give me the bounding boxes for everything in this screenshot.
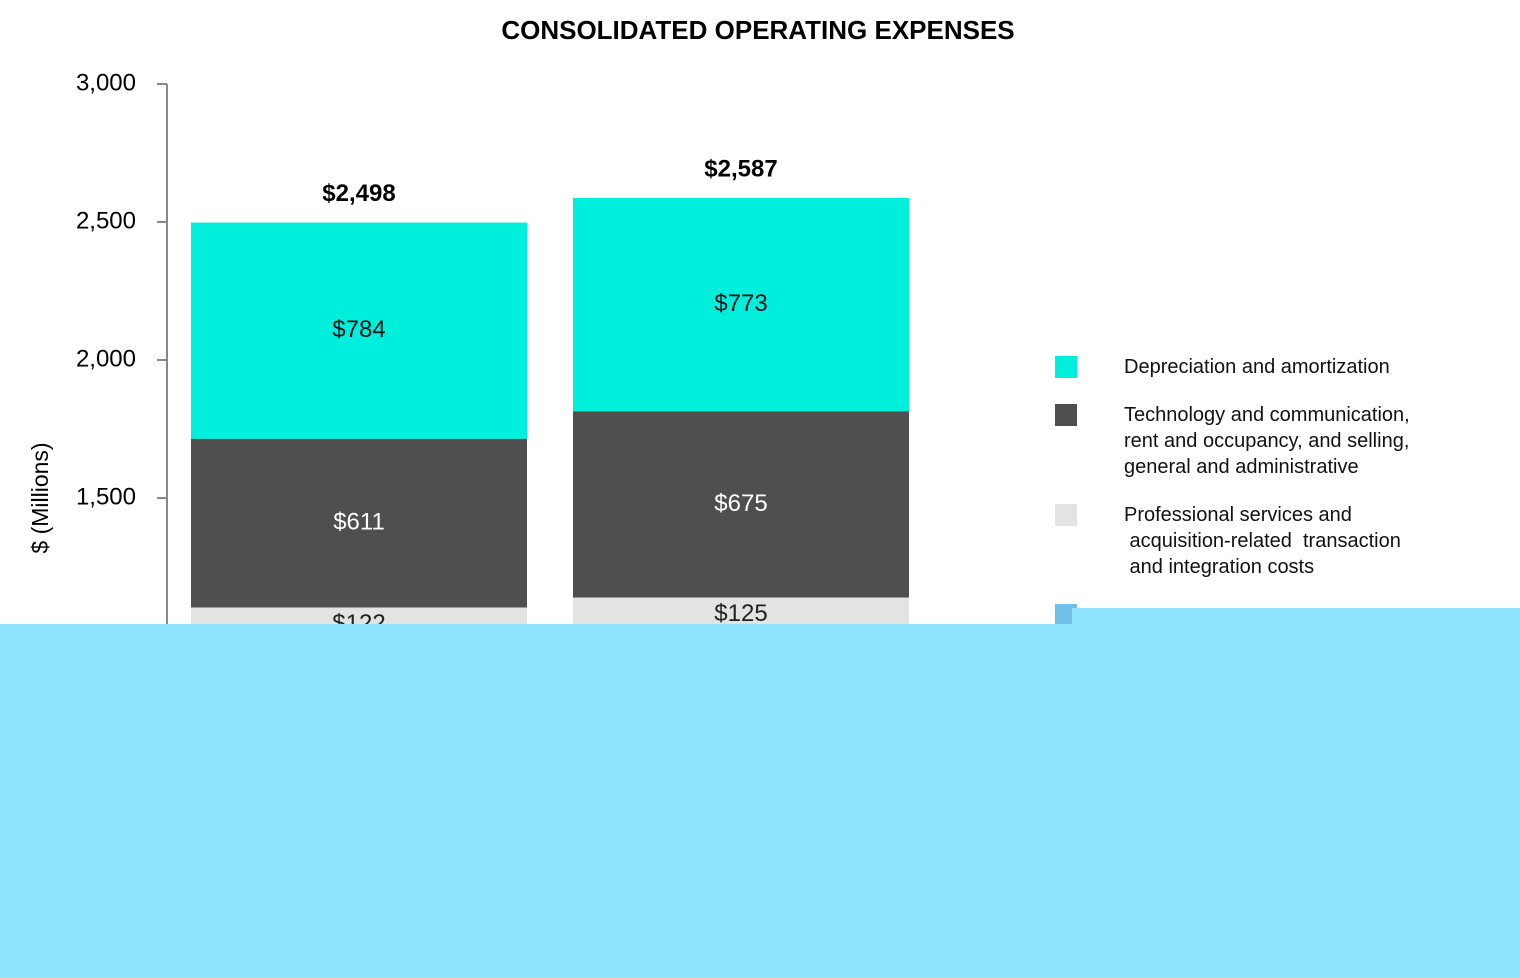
- y-axis-label: $ (Millions): [27, 442, 53, 553]
- legend-swatch: [1055, 356, 1077, 378]
- legend-label-line: general and administrative: [1124, 456, 1359, 478]
- legend-label-line: Depreciation and amortization: [1124, 356, 1390, 378]
- legend-swatch: [1055, 404, 1077, 426]
- legend-label-line: acquisition-related transaction: [1124, 530, 1401, 552]
- bar-segment: [191, 222, 527, 439]
- value-label: $611: [333, 509, 385, 536]
- value-label: $773: [714, 290, 767, 317]
- legend-label-line: rent and occupancy, and selling,: [1124, 430, 1409, 452]
- legend-label: Professional services and acquisition-re…: [1124, 504, 1401, 578]
- bar-segment: [573, 197, 909, 412]
- bar-segment: [573, 411, 909, 598]
- legend-swatch: [1055, 504, 1077, 526]
- value-label: $675: [714, 490, 767, 517]
- value-label: $784: [332, 316, 385, 343]
- legend-label-line: Technology and communication,: [1124, 404, 1410, 426]
- y-tick-label: 3,000: [76, 69, 136, 96]
- total-label: $2,498: [322, 180, 395, 207]
- legend-label: Depreciation and amortization: [1124, 356, 1390, 378]
- y-tick-label: 2,500: [76, 207, 136, 234]
- y-tick-label: 1,500: [76, 483, 136, 510]
- total-label: $2,587: [704, 155, 777, 182]
- legend-label-line: and integration costs: [1124, 556, 1314, 578]
- legend-label: Technology and communication, rent and oc…: [1124, 404, 1410, 478]
- legend-label-line: Professional services and: [1124, 504, 1352, 526]
- value-label: $122: [332, 610, 385, 637]
- y-tick-label: 2,000: [76, 345, 136, 372]
- chart-title: CONSOLIDATED OPERATING EXPENSES: [501, 15, 1014, 45]
- bar-segment: [191, 438, 527, 608]
- value-label: $125: [714, 600, 767, 627]
